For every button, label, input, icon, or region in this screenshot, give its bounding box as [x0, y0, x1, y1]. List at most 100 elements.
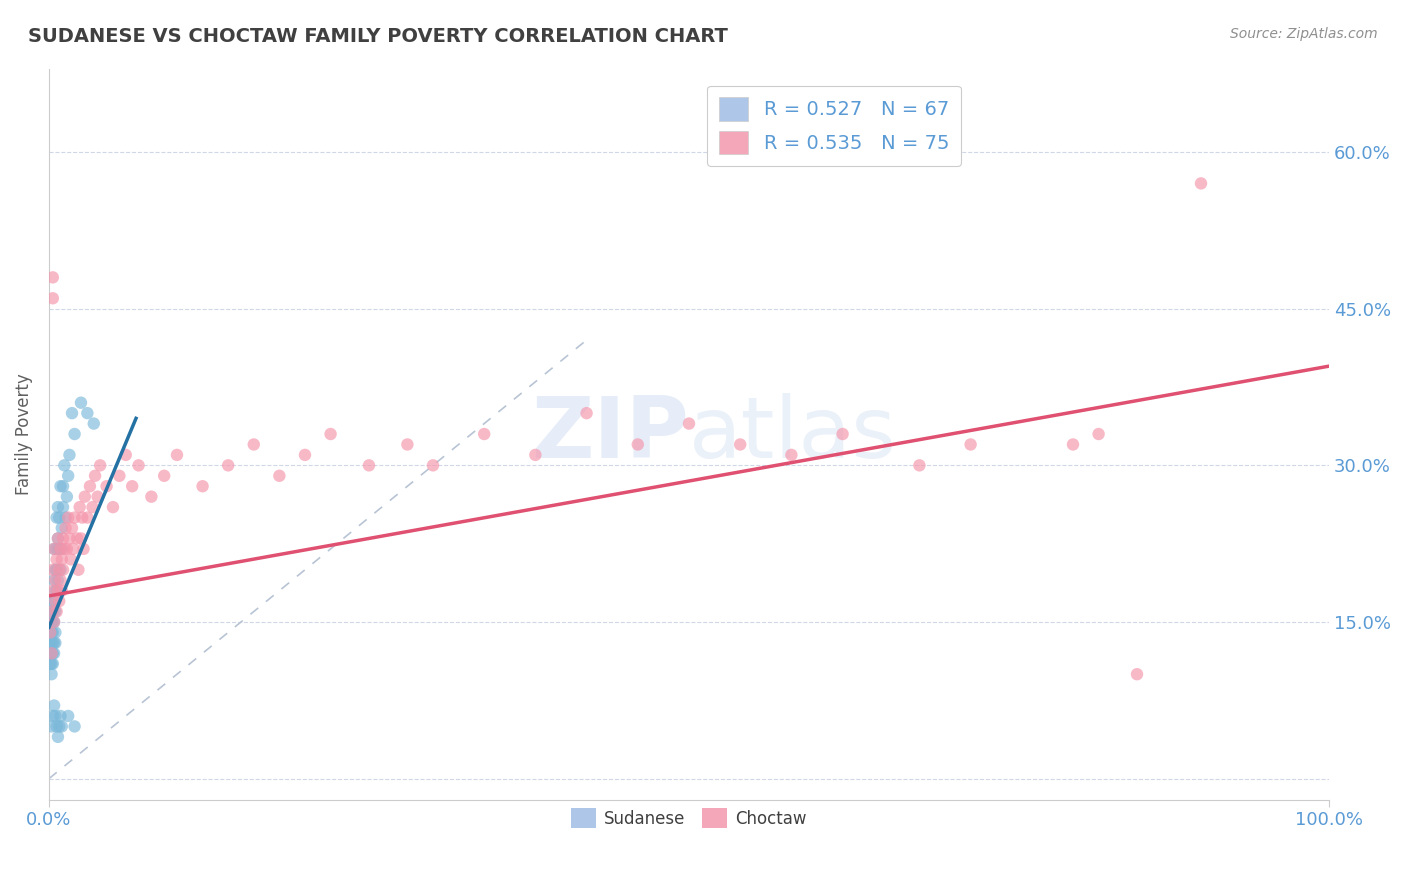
Point	[56, 468, 79, 483]
Point	[69, 500, 91, 515]
Point	[96, 479, 118, 493]
Point	[84, 468, 107, 483]
Point	[42, 605, 65, 619]
Point	[472, 427, 495, 442]
Point	[42, 636, 65, 650]
Point	[42, 541, 65, 556]
Point	[42, 615, 65, 629]
Point	[42, 709, 65, 723]
Point	[56, 541, 79, 556]
Point	[70, 395, 93, 409]
Point	[42, 291, 65, 305]
Point	[42, 646, 65, 660]
Y-axis label: Family Poverty: Family Poverty	[15, 373, 32, 495]
Point	[60, 406, 83, 420]
Text: atlas: atlas	[689, 392, 897, 475]
Point	[73, 490, 96, 504]
Point	[45, 552, 67, 566]
Point	[41, 646, 63, 660]
Point	[114, 448, 136, 462]
Point	[627, 437, 650, 451]
Point	[63, 510, 86, 524]
Point	[48, 594, 70, 608]
Point	[575, 406, 598, 420]
Point	[39, 646, 62, 660]
Point	[41, 594, 63, 608]
Point	[39, 625, 62, 640]
Point	[42, 646, 65, 660]
Point	[831, 427, 853, 442]
Point	[49, 573, 72, 587]
Point	[39, 657, 62, 671]
Point	[46, 730, 69, 744]
Point	[357, 458, 380, 473]
Point	[48, 541, 70, 556]
Point	[42, 698, 65, 713]
Point	[44, 605, 66, 619]
Point	[41, 636, 63, 650]
Point	[269, 468, 291, 483]
Point	[51, 719, 73, 733]
Point	[44, 594, 66, 608]
Point	[66, 532, 89, 546]
Point	[42, 563, 65, 577]
Point	[52, 479, 75, 493]
Point	[42, 615, 65, 629]
Point	[41, 719, 63, 733]
Point	[42, 625, 65, 640]
Point	[41, 605, 63, 619]
Point	[51, 583, 73, 598]
Point	[41, 657, 63, 671]
Point	[1126, 667, 1149, 681]
Point	[72, 510, 94, 524]
Point	[56, 490, 79, 504]
Point	[76, 406, 98, 420]
Point	[52, 500, 75, 515]
Point	[41, 605, 63, 619]
Point	[45, 541, 67, 556]
Point	[58, 532, 80, 546]
Point	[51, 521, 73, 535]
Text: ZIP: ZIP	[531, 392, 689, 475]
Point	[39, 636, 62, 650]
Point	[39, 625, 62, 640]
Point	[396, 437, 419, 451]
Point	[42, 615, 65, 629]
Point	[44, 583, 66, 598]
Point	[153, 468, 176, 483]
Point	[294, 448, 316, 462]
Point	[42, 270, 65, 285]
Legend: Sudanese, Choctaw: Sudanese, Choctaw	[564, 801, 814, 835]
Point	[55, 510, 77, 524]
Point	[108, 468, 131, 483]
Point	[46, 583, 69, 598]
Point	[62, 541, 84, 556]
Point	[217, 458, 239, 473]
Point	[780, 448, 803, 462]
Point	[83, 417, 105, 431]
Point	[48, 510, 70, 524]
Point	[128, 458, 150, 473]
Point	[55, 521, 77, 535]
Point	[44, 636, 66, 650]
Point	[46, 532, 69, 546]
Point	[524, 448, 547, 462]
Point	[191, 479, 214, 493]
Point	[82, 500, 104, 515]
Point	[46, 573, 69, 587]
Point	[908, 458, 931, 473]
Point	[89, 458, 111, 473]
Point	[422, 458, 444, 473]
Point	[101, 500, 124, 515]
Point	[45, 605, 67, 619]
Point	[141, 490, 163, 504]
Point	[728, 437, 751, 451]
Point	[86, 490, 108, 504]
Text: Source: ZipAtlas.com: Source: ZipAtlas.com	[1230, 27, 1378, 41]
Point	[46, 532, 69, 546]
Point	[41, 646, 63, 660]
Point	[56, 709, 79, 723]
Point	[678, 417, 700, 431]
Point	[45, 719, 67, 733]
Point	[58, 448, 80, 462]
